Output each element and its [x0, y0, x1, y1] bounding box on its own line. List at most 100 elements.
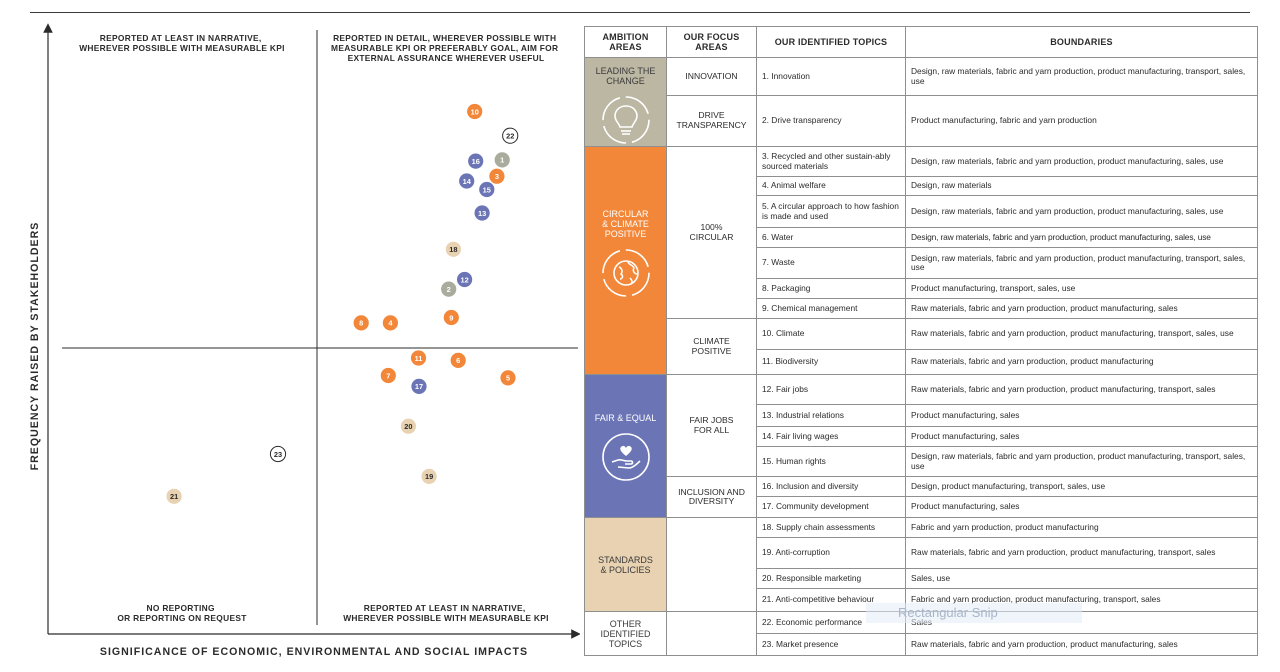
data-point-marker [421, 468, 437, 484]
data-point-19: 19 [421, 468, 437, 484]
data-point-label: 6 [456, 356, 460, 365]
data-point-23: 23 [269, 445, 287, 463]
x-axis-label: SIGNIFICANCE OF ECONOMIC, ENVIRONMENTAL … [100, 646, 528, 658]
data-point-marker [411, 378, 427, 394]
quadrant-label-bottom-left: NO REPORTING OR REPORTING ON REQUEST [117, 603, 247, 623]
data-point-label: 18 [449, 245, 457, 254]
table-row: 9. Chemical management Raw materials, fa… [585, 298, 1258, 320]
topic-cell: 12. Fair jobs [756, 374, 906, 406]
data-point-14: 14 [459, 173, 475, 189]
data-point-7: 7 [380, 367, 396, 384]
topic-cell: 23. Market presence [756, 633, 906, 657]
boundary-cell: Raw materials, fabric and yarn productio… [905, 633, 1258, 657]
data-point-label: 17 [415, 382, 423, 391]
data-point-2: 2 [441, 281, 457, 297]
data-point-marker [468, 153, 484, 169]
data-point-label: 21 [170, 492, 178, 501]
data-point-6: 6 [450, 352, 466, 368]
data-point-marker [410, 350, 427, 366]
ambition-fair-equal: FAIR & EQUAL [584, 374, 667, 519]
quadrant-label-top-right: REPORTED IN DETAIL, WHEREVER POSSIBLE WI… [331, 33, 561, 63]
data-point-label: 2 [447, 285, 451, 294]
data-point-marker [500, 370, 516, 386]
boundary-cell: Raw materials, fabric and yarn productio… [905, 537, 1258, 570]
data-point-label: 13 [478, 209, 486, 218]
data-point-4: 4 [382, 315, 398, 331]
data-point-label: 3 [495, 172, 499, 181]
topic-cell: 19. Anti-corruption [756, 537, 906, 570]
quadrant-label-bottom-right: REPORTED AT LEAST IN NARRATIVE, WHEREVER… [343, 603, 549, 623]
ambition-leading-the-change: LEADING THE CHANGE [584, 56, 667, 148]
table-row: INCLUSION AND DIVERSITY 16. Inclusion and… [585, 476, 1258, 519]
focus-innovation: INNOVATION [666, 56, 757, 97]
topic-cell: 5. A circular approach to how fashion is… [756, 195, 906, 229]
focus-climate-positive: CLIMATE POSITIVE [666, 318, 757, 376]
quadrant-label-top-left: REPORTED AT LEAST IN NARRATIVE, WHEREVER… [79, 33, 285, 53]
data-point-label: 14 [463, 177, 472, 186]
focus-empty-other [666, 611, 757, 657]
topic-cell: 11. Biodiversity [756, 349, 906, 376]
data-point-16: 16 [468, 153, 484, 169]
ambition-standards-policies: STANDARDS & POLICIES [584, 517, 667, 613]
focus-100-circular: 100% CIRCULAR [666, 146, 757, 320]
data-point-marker [400, 418, 416, 434]
data-point-8: 8 [353, 315, 369, 331]
data-point-5: 5 [500, 370, 516, 386]
data-point-marker [479, 181, 495, 198]
data-point-marker [459, 173, 475, 189]
boundary-cell: Product manufacturing, transport, sales,… [905, 278, 1258, 300]
topic-cell: 18. Supply chain assessments [756, 517, 906, 539]
table-row: 8. Packaging Product manufacturing, tran… [585, 278, 1258, 300]
data-point-21: 21 [166, 488, 182, 504]
data-point-label: 5 [506, 374, 510, 383]
data-point-marker [489, 168, 505, 184]
topic-cell: 9. Chemical management [756, 298, 906, 320]
data-point-label: 9 [449, 313, 453, 322]
header-identified-topics: OUR IDENTIFIED TOPICS [756, 26, 906, 58]
table-row: 23. Market presence Raw materials, fabri… [585, 633, 1258, 657]
table-row: FAIR & EQUAL FAIR JOBS FOR ALL 12. Fair j… [584, 374, 1258, 519]
boundary-cell: Design, raw materials, fabric and yarn p… [905, 195, 1258, 229]
data-point-label: 4 [388, 319, 393, 328]
materiality-matrix: REPORTED AT LEAST IN NARRATIVE, WHEREVER… [29, 23, 580, 658]
data-point-13: 13 [474, 205, 490, 221]
boundary-cell: Fabric and yarn production, product manu… [905, 517, 1258, 539]
boundary-cell: Product manufacturing, sales [905, 426, 1258, 448]
topic-cell: 15. Human rights [756, 446, 906, 478]
data-point-20: 20 [400, 418, 416, 434]
header-focus-areas: OUR FOCUS AREAS [666, 26, 757, 58]
data-point-label: 8 [359, 319, 363, 328]
data-point-15: 15 [479, 181, 495, 198]
y-axis-label: FREQUENCY RAISED BY STAKEHOLDERS [29, 222, 41, 471]
topic-cell: 7. Waste [756, 247, 906, 280]
snip-overlay-label: Rectangular Snip [866, 603, 1082, 623]
data-points: 10 22 16 13 14 15 13 18 12 2 9 8 4 11 6 7 5 17 20 23 19 21 [166, 103, 519, 504]
boundary-cell: Design, product manufacturing, transport… [905, 476, 1258, 498]
boundary-cell: Product manufacturing, sales [905, 496, 1258, 519]
heart-hand-icon [601, 433, 650, 482]
table-row: 5. A circular approach to how fashion is… [585, 195, 1258, 229]
data-point-marker [353, 315, 369, 331]
boundary-cell: Design, raw materials, fabric and yarn p… [905, 446, 1258, 478]
data-point-label: 16 [472, 157, 480, 166]
data-point-3: 3 [489, 168, 505, 184]
data-point-marker [382, 315, 398, 331]
boundary-cell: Raw materials, fabric and yarn productio… [905, 298, 1258, 320]
table-header-row: AMBITION AREAS OUR FOCUS AREAS OUR IDENTIF… [584, 26, 1258, 58]
focus-inclusion-and-diversity: INCLUSION AND DIVERSITY [666, 476, 757, 519]
boundary-cell: Raw materials, fabric and yarn productio… [905, 318, 1258, 351]
topic-cell: 1. Innovation [756, 56, 906, 97]
topic-cell: 14. Fair living wages [756, 426, 906, 448]
topic-cell: 8. Packaging [756, 278, 906, 300]
boundary-cell: Product manufacturing, sales [905, 404, 1258, 428]
boundary-cell: Product manufacturing, fabric and yarn p… [905, 95, 1258, 148]
ambition-other-identified-topics: OTHER IDENTIFIED TOPICS [584, 611, 667, 657]
topic-cell: 10. Climate [756, 318, 906, 351]
data-point-marker [269, 445, 287, 463]
data-point-12: 12 [457, 271, 473, 288]
data-point-marker [441, 281, 457, 297]
data-point-marker [474, 205, 490, 221]
topic-cell: 16. Inclusion and diversity [756, 476, 906, 498]
table-row: 19. Anti-corruption Raw materials, fabri… [585, 537, 1258, 570]
boundary-cell: Design, raw materials, fabric and yarn p… [905, 146, 1258, 178]
